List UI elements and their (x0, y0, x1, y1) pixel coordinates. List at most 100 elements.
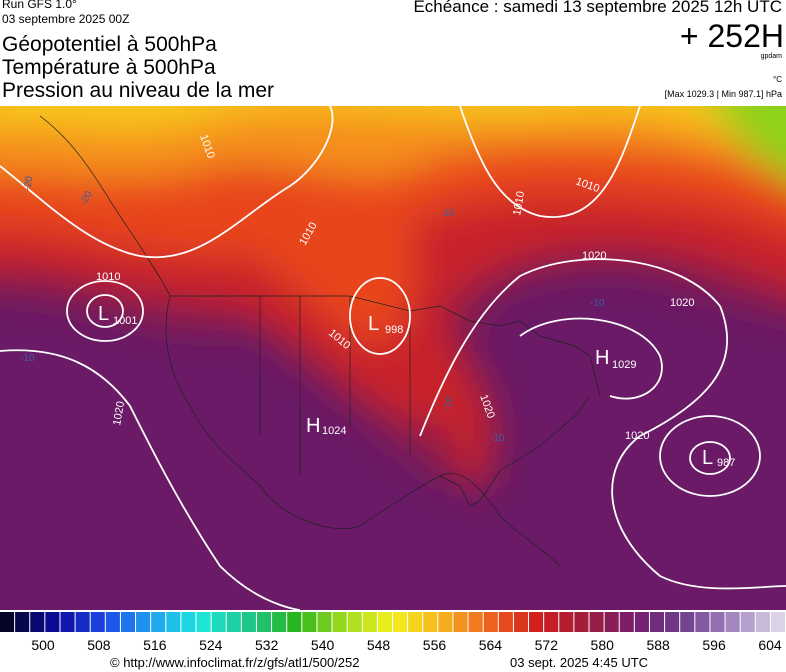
run-date: 03 septembre 2025 00Z (2, 12, 130, 26)
color-swatch (695, 612, 710, 632)
color-swatch (241, 612, 256, 632)
run: Run GFS 1.0° (2, 0, 77, 11)
coastlines (39, 115, 601, 567)
colorbar-label: 564 (479, 637, 503, 653)
pressure-value: 1024 (322, 425, 346, 437)
pressure-center: H (306, 415, 320, 437)
color-swatch (468, 612, 483, 632)
color-swatch (0, 612, 15, 632)
color-swatch (347, 612, 362, 632)
color-swatch (60, 612, 75, 632)
pressure-value: 1029 (612, 359, 636, 371)
color-swatch (45, 612, 60, 632)
color-swatch (75, 612, 90, 632)
color-swatch (226, 612, 241, 632)
isobar-label: 1020 (111, 400, 127, 426)
color-swatch (287, 612, 302, 632)
color-swatch (256, 612, 272, 632)
colorbar-label: 516 (143, 637, 167, 653)
color-swatch (393, 612, 408, 632)
colorbar-label: 588 (646, 637, 670, 653)
color-swatch (317, 612, 332, 632)
title: Pression au niveau de la mer (2, 79, 274, 102)
color-swatch (725, 612, 740, 632)
temperature-label: -10 (442, 395, 455, 412)
color-swatch (529, 612, 544, 632)
color-swatch (453, 612, 468, 632)
unit-temp: °C (773, 75, 782, 84)
colorbar-label: 540 (311, 637, 335, 653)
color-swatch (559, 612, 574, 632)
temperature-label: -20 (22, 175, 35, 192)
colorbar-label: 500 (31, 637, 55, 653)
color-swatch (438, 612, 453, 632)
color-swatch (302, 612, 317, 632)
color-swatch (589, 612, 604, 632)
temperature-label: -10 (440, 208, 455, 219)
colorbar-label: 572 (535, 637, 559, 653)
pressure-center: L (98, 303, 109, 325)
color-swatch (15, 612, 30, 632)
pressure-center: L (368, 313, 379, 335)
isobars (0, 106, 786, 610)
colorbar-label: 548 (367, 637, 391, 653)
isobar-label: 1020 (582, 250, 606, 262)
colorbar-label: 508 (87, 637, 111, 653)
color-swatch (362, 612, 377, 632)
temperature-label: -10 (590, 298, 605, 309)
colorbar-label: 604 (758, 637, 782, 653)
colorbar: 500 508 516 524 532 540 548 556 564 572 580 588 596 6… (0, 612, 785, 653)
color-swatch (211, 612, 226, 632)
color-swatch (423, 612, 438, 632)
color-swatch (332, 612, 347, 632)
color-swatch (680, 612, 695, 632)
pressure-value: 1001 (113, 315, 137, 327)
pressure-center: L (702, 447, 713, 469)
colorbar-label: 532 (255, 637, 279, 653)
color-swatch (196, 612, 211, 632)
colorbar-label: 580 (591, 637, 615, 653)
color-swatch (770, 612, 785, 632)
color-swatch (408, 612, 423, 632)
echeance: Echéance : samedi 13 septembre 2025 12h … (413, 0, 782, 16)
color-swatch (574, 612, 589, 632)
color-swatch (166, 612, 181, 632)
color-swatch (30, 612, 45, 632)
color-swatch (151, 612, 166, 632)
isobar-label: 1010 (511, 190, 527, 216)
color-swatch (740, 612, 755, 632)
pressure-center: H (595, 347, 609, 369)
source-url: © http://www.infoclimat.fr/z/gfs/atl1/50… (110, 655, 360, 670)
temperature-field (0, 106, 786, 610)
color-swatch (105, 612, 120, 632)
temperature-label: -10 (490, 433, 505, 444)
pressure-value: 998 (385, 324, 403, 336)
color-swatch (649, 612, 665, 632)
color-swatch (136, 612, 151, 632)
color-swatch (377, 612, 392, 632)
footer-time: 03 sept. 2025 4:45 UTC (510, 655, 649, 670)
isobar-label: 1020 (625, 430, 649, 442)
temperature-label: -10 (20, 353, 35, 364)
color-swatch (483, 612, 498, 632)
isobar-label: 1020 (670, 297, 694, 309)
pressure-value: 987 (717, 457, 735, 469)
lead-time: + 252H (679, 18, 784, 54)
unit-geo: gpdam (760, 53, 782, 60)
color-swatch (755, 612, 770, 632)
title: Géopotentiel à 500hPa (2, 33, 217, 56)
title: Température à 500hPa (2, 56, 216, 79)
colorbar-label: 556 (423, 637, 447, 653)
isobar-label: 1010 (96, 271, 120, 283)
color-swatch (513, 612, 529, 632)
color-swatch (498, 612, 513, 632)
color-swatch (619, 612, 634, 632)
color-swatch (120, 612, 136, 632)
color-swatch (604, 612, 619, 632)
color-swatch (272, 612, 287, 632)
color-swatch (710, 612, 725, 632)
max-min: [Max 1029.3 | Min 987.1] hPa (664, 89, 782, 99)
color-swatch (544, 612, 559, 632)
